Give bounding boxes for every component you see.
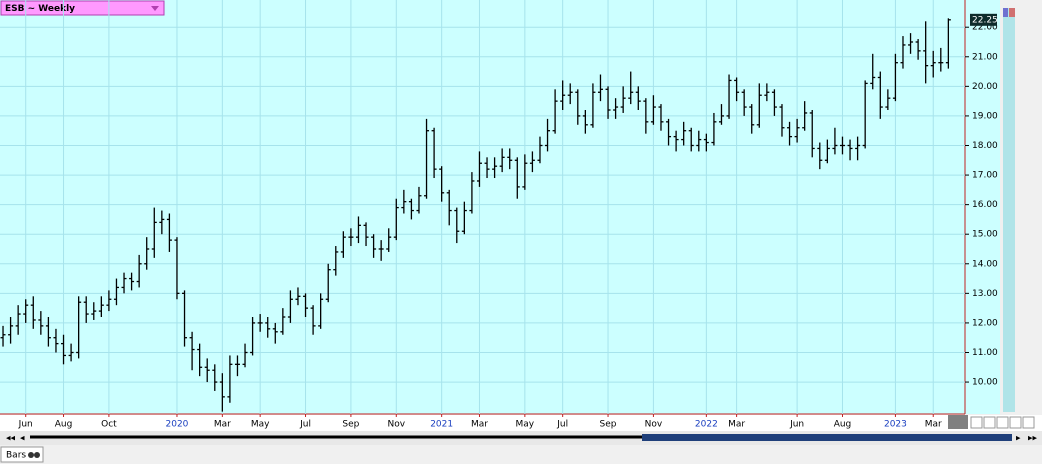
title-dropdown[interactable]	[0, 0, 165, 16]
y-tick-label: 11.00	[972, 348, 998, 358]
bars	[0, 18, 951, 412]
scroll-left[interactable]: ◂	[20, 434, 25, 444]
y-tick-label: 10.00	[972, 378, 998, 388]
x-tick-label: Sep	[342, 420, 359, 430]
x-axis-band	[0, 415, 1042, 431]
x-tick-label: 2020	[166, 420, 189, 430]
y-tick-label: 22.00	[972, 23, 998, 33]
last-price-label: 22.25	[972, 15, 998, 25]
grid	[0, 0, 965, 414]
tab-label: Bars	[6, 451, 26, 461]
labels: 10.00 11.00 12.00 13.00 14.00 15.00 16.00 17.00…	[18, 13, 998, 430]
x-tick-label: Aug	[834, 420, 852, 430]
y-tick-label: 21.00	[972, 52, 998, 62]
x-tick-label: Jul	[299, 420, 311, 430]
scroll-right[interactable]: ▸▸	[1028, 434, 1038, 444]
nav-button[interactable]	[1022, 416, 1035, 429]
x-tick-label: Nov	[645, 420, 663, 430]
x-tick-label: Mar	[471, 420, 488, 430]
y-tick-label: 16.00	[972, 200, 998, 210]
x-tick-label: Mar	[728, 420, 745, 430]
tab-icon	[28, 452, 34, 458]
y-tick-label: 15.00	[972, 230, 998, 240]
x-tick-label: Sep	[600, 420, 617, 430]
x-tick-label: May	[251, 420, 270, 430]
side-strip	[1003, 8, 1015, 412]
x-tick-label: Mar	[214, 420, 231, 430]
x-tick-label: 2022	[695, 420, 718, 430]
corner-box	[948, 415, 968, 429]
tab-icon	[34, 452, 40, 458]
chart-title: ESB ~ Weekly	[5, 4, 75, 14]
plot-background	[0, 0, 1000, 414]
scroll-thumb[interactable]	[642, 434, 1012, 441]
nav-button[interactable]	[970, 416, 983, 429]
y-tick-label: 13.00	[972, 289, 998, 299]
y-tick-label: 14.00	[972, 259, 998, 269]
y-tick-label: 19.00	[972, 111, 998, 121]
x-tick-label: Jun	[789, 420, 804, 430]
last-price-box	[970, 13, 997, 26]
scroll-right[interactable]: ▸	[1016, 434, 1021, 444]
x-tick-label: 2023	[884, 420, 907, 430]
y-tick-label: 17.00	[972, 171, 998, 181]
nav-button[interactable]	[996, 416, 1009, 429]
y-tick-label: 12.00	[972, 318, 998, 328]
y-tick-label: 18.00	[972, 141, 998, 151]
nav-button[interactable]	[1009, 416, 1022, 429]
tab[interactable]	[0, 446, 44, 463]
nav-buttons	[970, 416, 1035, 429]
y-tick-label: 20.00	[972, 82, 998, 92]
x-tick-label: Aug	[55, 420, 73, 430]
x-tick-label: Jul	[556, 420, 568, 430]
x-tick-label: May	[516, 420, 535, 430]
x-tick-label: Mar	[925, 420, 942, 430]
x-tick-label: Oct	[101, 420, 117, 430]
nav-button[interactable]	[983, 416, 996, 429]
side-button[interactable]	[1009, 8, 1015, 17]
x-tick-label: Nov	[387, 420, 405, 430]
scroll-left[interactable]: ◂◂	[6, 434, 16, 444]
x-tick-label: 2021	[430, 420, 453, 430]
x-tick-label: Jun	[18, 420, 33, 430]
side-button[interactable]	[1003, 8, 1008, 17]
dropdown-arrow[interactable]	[151, 6, 159, 11]
